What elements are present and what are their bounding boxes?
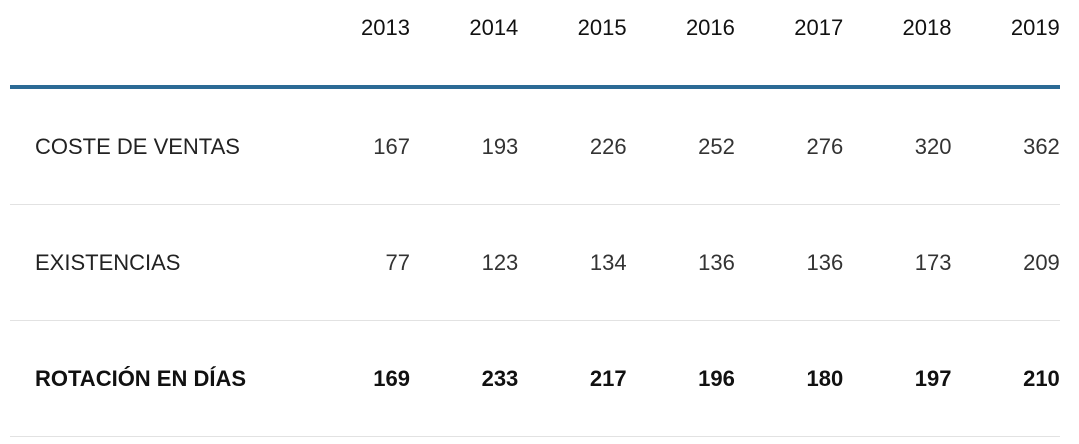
cell-value: 169 [373, 366, 410, 391]
column-header: 2018 [902, 15, 952, 40]
cell-value: 196 [698, 366, 735, 391]
row-label: EXISTENCIAS [35, 250, 181, 275]
cell-value: 362 [1023, 134, 1060, 159]
cell-value: 233 [481, 366, 519, 391]
column-header: 2013 [361, 15, 410, 40]
cell-value: 173 [914, 250, 952, 275]
column-header: 2015 [577, 15, 627, 40]
cell-value: 209 [1023, 250, 1060, 275]
cell-value: 180 [806, 366, 844, 391]
cell-value: 167 [373, 134, 410, 159]
cell-value: 197 [914, 366, 952, 391]
row-separator [10, 436, 1060, 437]
column-header: 2016 [685, 15, 735, 40]
column-header: 2014 [469, 15, 519, 40]
cell-value: 193 [481, 134, 519, 159]
row-label: COSTE DE VENTAS [35, 134, 240, 159]
cell-value: 136 [806, 250, 844, 275]
cell-value: 217 [589, 366, 627, 391]
cell-value: 77 [385, 250, 410, 275]
cell-value: 134 [589, 250, 627, 275]
cell-value: 123 [481, 250, 519, 275]
header-rule [10, 85, 1060, 89]
cell-value: 252 [698, 134, 735, 159]
cell-value: 320 [914, 134, 952, 159]
row-label: ROTACIÓN EN DÍAS [35, 366, 247, 391]
cell-value: 210 [1023, 366, 1060, 391]
cell-value: 136 [698, 250, 735, 275]
cell-value: 226 [589, 134, 627, 159]
column-header: 2017 [794, 15, 844, 40]
row-separator [10, 204, 1060, 205]
cell-value: 276 [806, 134, 844, 159]
column-header: 2019 [1010, 15, 1060, 40]
row-separator [10, 320, 1060, 321]
